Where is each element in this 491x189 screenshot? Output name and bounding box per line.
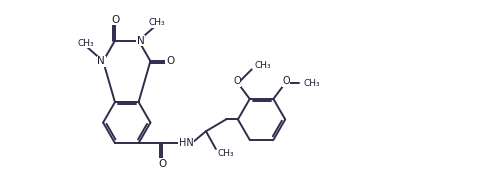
Text: O: O: [112, 15, 120, 25]
Text: CH₃: CH₃: [77, 39, 94, 48]
Text: CH₃: CH₃: [255, 61, 272, 70]
Text: O: O: [158, 159, 166, 169]
Text: O: O: [282, 76, 290, 86]
Text: CH₃: CH₃: [148, 19, 164, 27]
Text: N: N: [97, 56, 105, 66]
Text: CH₃: CH₃: [218, 149, 234, 158]
Text: O: O: [166, 56, 174, 66]
Text: CH₃: CH₃: [304, 79, 321, 88]
Text: O: O: [233, 76, 241, 86]
Text: N: N: [136, 36, 144, 46]
Text: HN: HN: [179, 138, 193, 148]
